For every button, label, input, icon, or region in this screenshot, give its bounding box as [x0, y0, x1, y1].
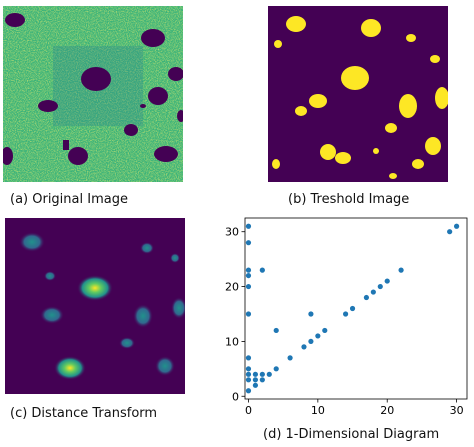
data-point: [342, 311, 349, 317]
data-point: [245, 366, 252, 372]
data-point: [245, 371, 252, 377]
data-point: [245, 272, 252, 279]
data-point: [259, 267, 265, 273]
data-point: [322, 327, 328, 334]
threshold-image: [268, 6, 448, 182]
data-point: [259, 377, 265, 383]
data-point: [308, 311, 314, 317]
data-point: [245, 267, 252, 273]
data-point: [315, 333, 321, 339]
x-tick-label: 30: [450, 404, 464, 415]
data-point: [287, 355, 293, 361]
data-point: [252, 371, 259, 377]
data-point: [259, 371, 265, 377]
data-point: [245, 223, 252, 229]
data-point: [245, 240, 252, 246]
y-tick-label: 30: [225, 226, 239, 239]
data-point: [245, 355, 252, 361]
data-point: [447, 229, 453, 235]
data-point: [266, 371, 272, 377]
data-point: [349, 305, 356, 312]
data-point: [308, 338, 314, 345]
caption-threshold-image: (b) Treshold Image: [288, 192, 410, 207]
data-point: [377, 283, 383, 290]
y-tick-label: 20: [225, 281, 239, 294]
data-point: [384, 278, 390, 284]
data-point: [453, 223, 460, 229]
persistence-scatter-chart: 0 10 20 30 0 10 20 30: [225, 217, 468, 415]
plot-frame: [244, 217, 468, 400]
distance-transform-image: [5, 218, 185, 394]
data-point: [301, 344, 307, 350]
y-tick-label: 0: [232, 390, 239, 403]
caption-distance-transform: (c) Distance Transform: [10, 406, 158, 421]
y-tick-label: 10: [225, 335, 239, 348]
original-image: [3, 6, 183, 182]
data-point: [252, 382, 259, 388]
x-tick-label: 20: [380, 404, 394, 415]
x-tick-label: 10: [311, 404, 325, 415]
caption-1d-diagram: (d) 1-Dimensional Diagram: [263, 427, 440, 442]
data-point: [245, 377, 252, 383]
data-point: [363, 294, 370, 301]
data-point: [273, 327, 279, 334]
data-point: [273, 366, 279, 372]
data-point: [370, 289, 376, 295]
data-point: [245, 311, 252, 317]
caption-original-image: (a) Original Image: [10, 192, 128, 207]
data-point: [245, 388, 252, 394]
data-point: [245, 283, 252, 290]
x-tick-label: 0: [245, 404, 252, 415]
data-point: [252, 377, 259, 383]
data-point: [398, 267, 404, 273]
